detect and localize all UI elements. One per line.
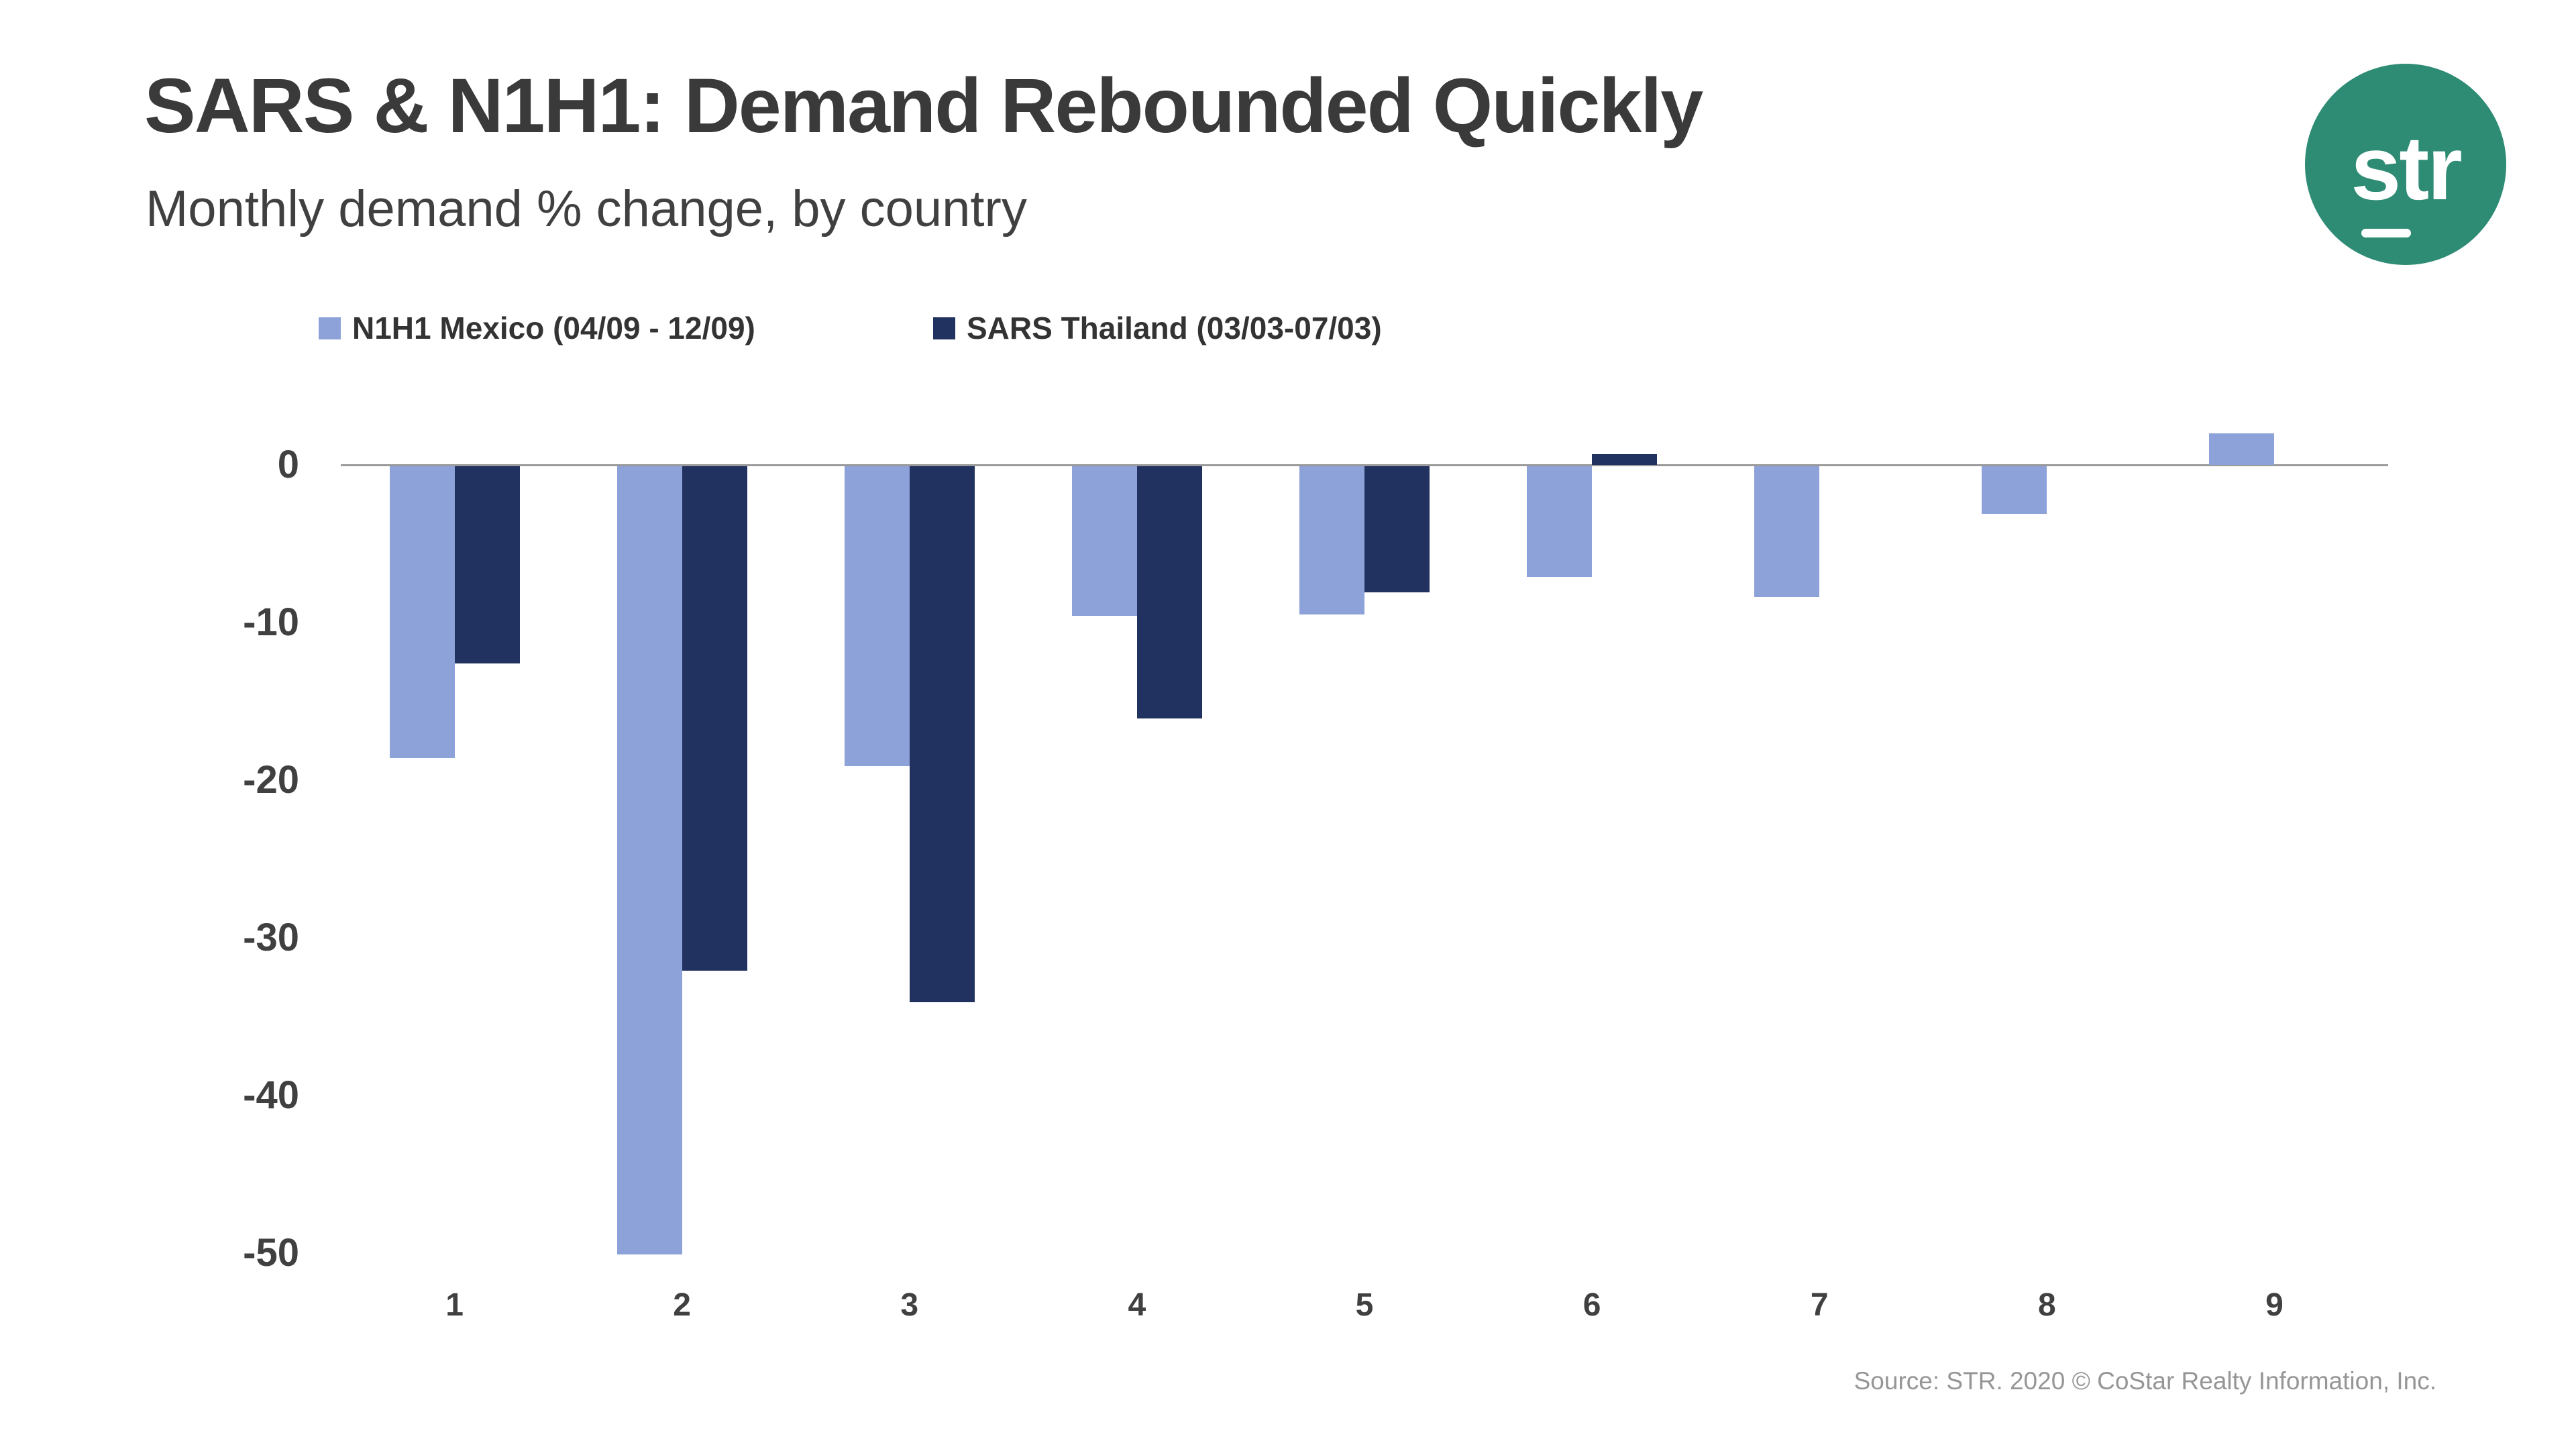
bar [1136, 466, 1202, 718]
bar [2209, 433, 2275, 465]
bar [1527, 466, 1593, 577]
x-tick-label: 3 [900, 1287, 919, 1323]
bar [1982, 466, 2047, 514]
bar [1299, 466, 1364, 614]
x-tick-label: 4 [1128, 1287, 1146, 1323]
legend-swatch [319, 317, 341, 339]
x-tick-label: 9 [2265, 1287, 2284, 1323]
legend-label: N1H1 Mexico (04/09 - 12/09) [352, 311, 755, 345]
page-title: SARS & N1H1: Demand Rebounded Quickly [144, 63, 1703, 149]
bar [909, 466, 975, 1002]
y-tick-label: -20 [243, 758, 299, 802]
legend-item: SARS Thailand (03/03-07/03) [933, 311, 1382, 345]
bar [389, 466, 455, 758]
bar [1364, 466, 1430, 592]
bar [844, 466, 910, 766]
legend-item: N1H1 Mexico (04/09 - 12/09) [319, 311, 755, 345]
x-tick-label: 2 [673, 1287, 691, 1323]
legend-swatch [933, 317, 955, 339]
str-logo: str [2305, 64, 2506, 265]
x-tick-label: 5 [1355, 1287, 1374, 1323]
x-tick-label: 1 [445, 1287, 464, 1323]
bar [1071, 466, 1137, 616]
bar [454, 466, 520, 663]
x-tick-label: 8 [2037, 1287, 2056, 1323]
page-subtitle: Monthly demand % change, by country [146, 180, 1027, 237]
x-tick-label: 7 [1810, 1287, 1829, 1323]
bar [682, 466, 747, 971]
y-tick-label: -40 [243, 1073, 299, 1117]
y-tick-label: 0 [277, 443, 299, 486]
legend-label: SARS Thailand (03/03-07/03) [967, 311, 1382, 345]
y-tick-label: -30 [243, 916, 299, 959]
bar [1754, 466, 1820, 598]
y-tick-label: -10 [243, 600, 299, 644]
logo-text: str [2351, 117, 2463, 219]
zero-axis-line [341, 464, 2388, 466]
source-credit: Source: STR. 2020 © CoStar Realty Inform… [1854, 1367, 2436, 1395]
x-tick-label: 6 [1582, 1287, 1601, 1323]
bar [1592, 453, 1658, 465]
logo-underline [2361, 229, 2411, 237]
y-tick-label: -50 [243, 1231, 299, 1275]
bar [616, 466, 682, 1254]
